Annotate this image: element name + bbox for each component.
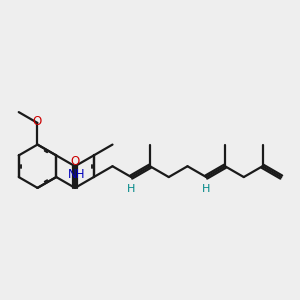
Text: H: H xyxy=(127,184,135,194)
Text: H: H xyxy=(202,184,210,194)
Text: O: O xyxy=(32,115,41,128)
Text: O: O xyxy=(70,155,80,168)
Text: NH: NH xyxy=(68,168,85,181)
